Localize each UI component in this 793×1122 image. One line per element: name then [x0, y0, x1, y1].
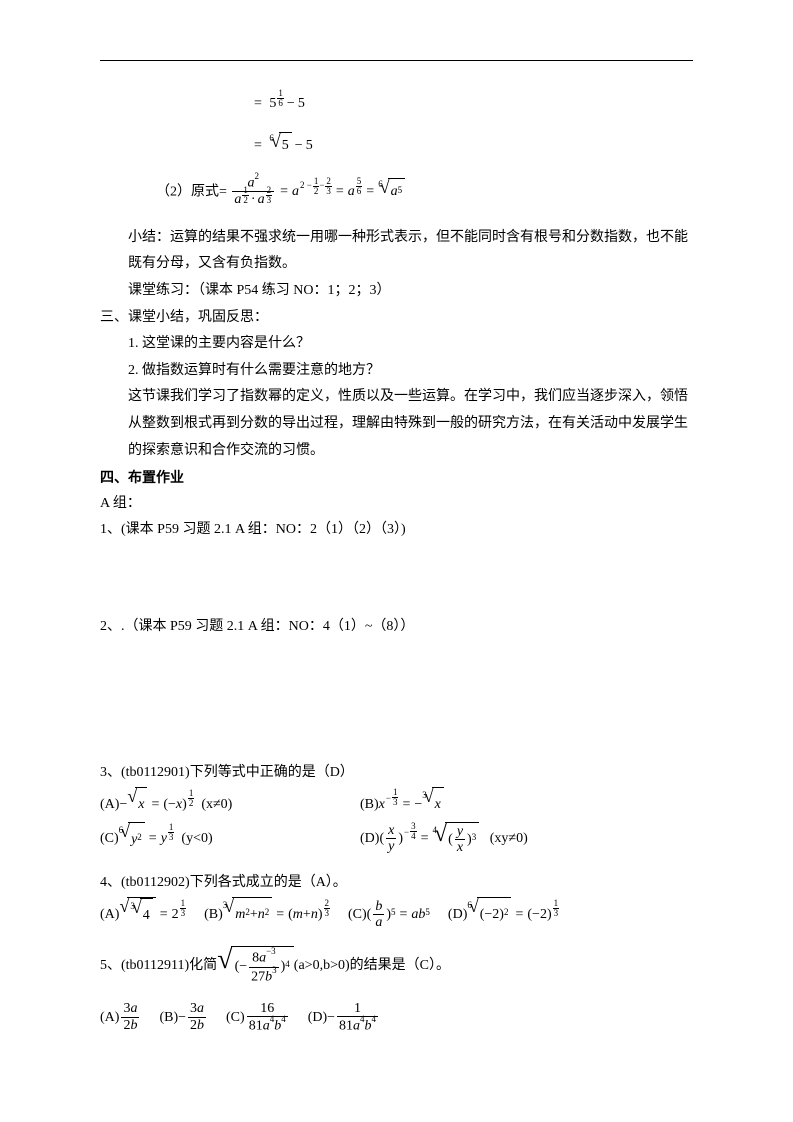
top-rule	[100, 60, 693, 61]
q5-A: (A) 3a2b	[100, 1001, 141, 1035]
q4-A: (A) √3√4=213	[100, 897, 186, 933]
section-4-title: 四、布置作业	[100, 464, 693, 491]
q5-D: (D) −181a4b4	[308, 1001, 380, 1035]
q3-row1: (A) −√x=(−x)12 (x≠0) (B) x−13=−3√x	[100, 787, 693, 822]
hw2: 2、.（课本 P59 习题 2.1 A 组：NO：4（1）~（8））	[100, 614, 693, 641]
q4-B: (B) 3√m2+n2=(m+n)23	[204, 897, 330, 932]
q3-stem: 3、(tb0112901)下列等式中正确的是（D）	[100, 760, 693, 787]
q4-D: (D) 6√(−2)2=(−2)13	[448, 897, 559, 932]
q5-row: (A) 3a2b (B) −3a2b (C) 1681a4b4 (D) −181…	[100, 1001, 693, 1035]
hw1: 1、(课本 P59 习题 2.1 A 组：NO：2（1）（2）（3）)	[100, 517, 693, 544]
q3-B: (B) x−13=−3√x	[360, 787, 444, 822]
q3-A: (A) −√x=(−x)12 (x≠0)	[100, 787, 360, 822]
s3-p: 这节课我们学习了指数幂的定义，性质以及一些运算。在学习中，我们应当逐步深入，领悟…	[100, 384, 693, 464]
q3-D: (D) (xy)−34=4√(yx)3 (xy≠0)	[360, 822, 528, 857]
item-2: （2）原式= a2 a12·a23 = a2 −12−23 = a56 = 6√…	[100, 174, 693, 211]
q3-C: (C) 6√y2=y13 (y<0)	[100, 822, 360, 857]
q4-stem: 4、(tb0112902)下列各式成立的是（A）。	[100, 870, 693, 897]
section-3-title: 三、课堂小结，巩固反思：	[100, 305, 693, 332]
q5-stem: 5、(tb0112911)化简 √(−8a−327b3)4 (a>0,b>0)的…	[100, 946, 693, 986]
classwork: 课堂练习：（课本 P54 练习 NO：1；2；3）	[100, 278, 693, 305]
q5-B: (B) −3a2b	[159, 1001, 208, 1035]
q5-C: (C) 1681a4b4	[226, 1001, 290, 1035]
q4-C: (C) (ba)5=ab5	[348, 898, 430, 932]
q3-row2: (C) 6√y2=y13 (y<0) (D) (xy)−34=4√(yx)3 (…	[100, 822, 693, 857]
s3-q2: 2. 做指数运算时有什么需要注意的地方？	[100, 358, 693, 385]
page: = 516 −5 = 6√5 −5 （2）原式= a2 a12·a23 = a2…	[0, 0, 793, 1074]
eq-line-2: = 6√5 −5	[100, 132, 693, 160]
eq-line-1: = 516 −5	[100, 91, 693, 118]
s3-q1: 1. 这堂课的主要内容是什么？	[100, 331, 693, 358]
group-a: A 组：	[100, 491, 693, 518]
summary-1: 小结：运算的结果不强求统一用哪一种形式表示，但不能同时含有根号和分数指数，也不能…	[100, 225, 693, 278]
item2-label: （2）原式=	[156, 184, 227, 199]
q4-row: (A) √3√4=213 (B) 3√m2+n2=(m+n)23 (C) (ba…	[100, 897, 693, 933]
